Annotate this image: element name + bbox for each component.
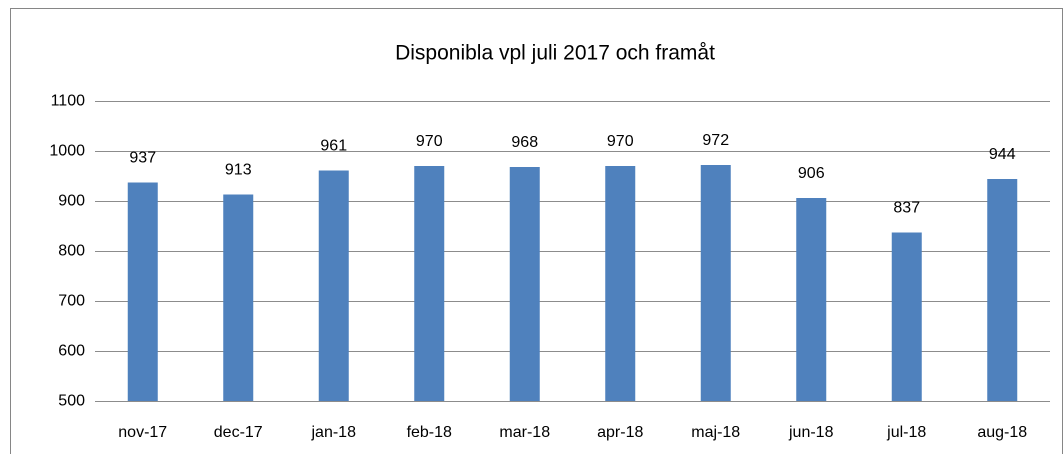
data-label: 913 [225,162,252,179]
data-label: 937 [129,150,156,167]
y-tick-label: 1000 [49,143,85,160]
y-tick-label: 600 [58,343,85,360]
bar [223,194,254,401]
x-tick-label: aug-18 [977,424,1027,441]
data-label: 837 [893,200,920,217]
x-tick-label: maj-18 [691,424,740,441]
data-label: 970 [607,133,634,150]
bar [127,182,158,401]
chart-title: Disponibla vpl juli 2017 och framåt [395,42,715,65]
x-tick-label: jan-18 [311,424,357,441]
data-label: 961 [320,138,347,155]
bar [414,166,445,401]
x-tick-label: mar-18 [499,424,550,441]
bar [700,165,731,401]
x-tick-label: jul-18 [886,424,926,441]
x-tick-label: dec-17 [214,424,263,441]
y-tick-label: 500 [58,393,85,410]
x-tick-label: feb-18 [407,424,452,441]
bar [509,167,540,401]
y-tick-label: 1100 [51,93,86,110]
data-label: 968 [511,134,538,151]
bar [605,166,636,401]
bar [987,179,1018,401]
y-tick-label: 800 [58,243,85,260]
y-tick-label: 900 [58,193,85,210]
bar [318,170,349,401]
bar [796,198,827,401]
y-tick-label: 700 [58,293,85,310]
bar [891,232,922,401]
x-tick-label: nov-17 [118,424,167,441]
data-label: 906 [798,165,825,182]
data-label: 972 [702,132,729,149]
data-label: 944 [989,146,1016,163]
x-tick-label: apr-18 [597,424,643,441]
x-tick-label: jun-18 [788,424,834,441]
data-label: 970 [416,133,443,150]
